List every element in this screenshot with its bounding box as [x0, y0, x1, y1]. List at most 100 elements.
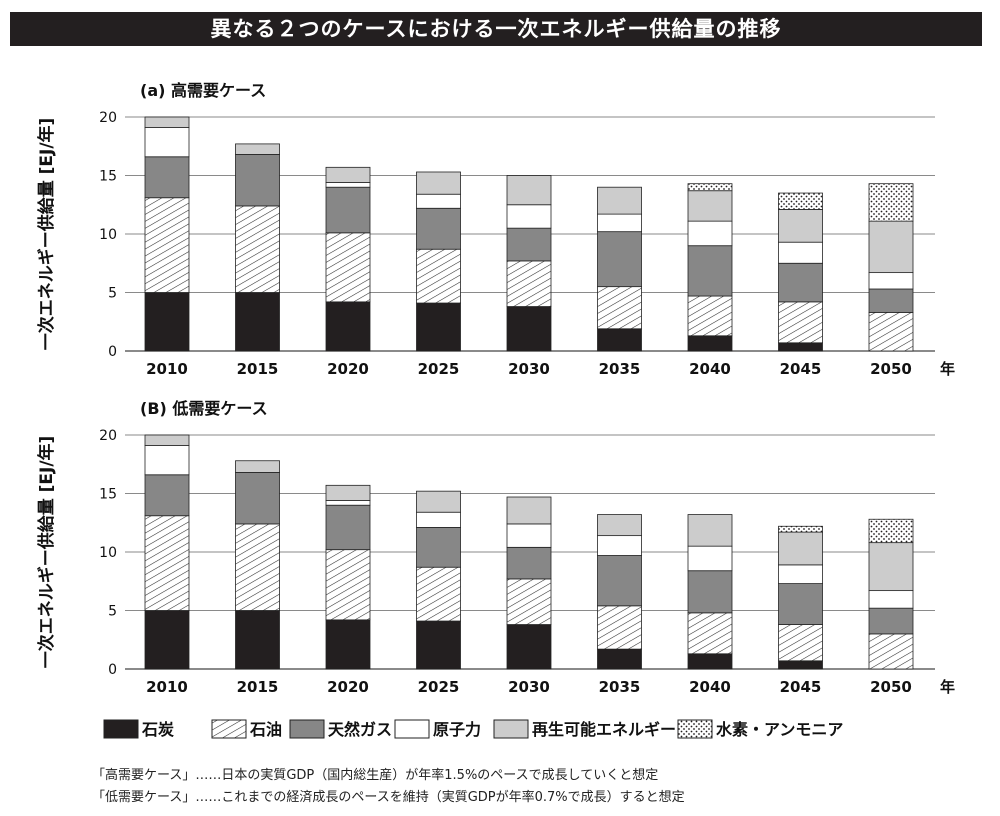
bar-stack-2035 — [597, 186, 642, 352]
bar-stack-2050 — [868, 183, 914, 352]
bar-segment-oil-2050 — [868, 311, 914, 352]
bar-segment-coal-2020 — [325, 301, 371, 352]
bar-segment-coal-2035 — [597, 648, 642, 670]
figure-title: 異なる２つのケースにおける一次エネルギー供給量の推移 — [10, 12, 982, 46]
y-tick-label: 5 — [108, 604, 117, 620]
bar-segment-renewable-2035 — [597, 186, 642, 215]
bar-stack-2035 — [597, 514, 642, 670]
y-tick-label: 0 — [108, 344, 117, 360]
bar-stack-2030 — [506, 496, 552, 670]
bar-segment-gas-2030 — [506, 227, 552, 262]
bar-stack-2025 — [416, 171, 461, 352]
bar-segment-gas-2045 — [778, 262, 823, 303]
legend-swatch-coal — [103, 719, 139, 739]
bar-stack-2050 — [868, 518, 914, 670]
bar-segment-oil-2030 — [506, 260, 552, 307]
bar-segment-nuclear-2035 — [597, 213, 642, 233]
y-tick-label: 15 — [99, 487, 117, 503]
bar-segment-gas-2010 — [144, 156, 190, 199]
bar-segment-gas-2015 — [235, 154, 280, 207]
x-tick-label: 2050 — [870, 678, 912, 696]
bar-segment-oil-2025 — [416, 566, 461, 622]
bar-segment-nuclear-2030 — [506, 204, 552, 229]
bar-segment-nuclear-2045 — [778, 564, 823, 584]
bar-segment-renewable-2045 — [778, 531, 823, 566]
x-tick-label: 2015 — [237, 678, 279, 696]
bar-segment-coal-2010 — [144, 610, 190, 670]
bar-segment-oil-2045 — [778, 624, 823, 662]
x-tick-label: 2010 — [146, 360, 188, 378]
bar-segment-renewable-2030 — [506, 496, 552, 525]
bar-segment-coal-2040 — [687, 335, 733, 352]
bar-segment-oil-2040 — [687, 612, 733, 655]
legend-label-gas: 天然ガス — [328, 720, 392, 739]
bar-stack-2040 — [687, 514, 733, 670]
bar-segment-coal-2015 — [235, 292, 280, 352]
bar-segment-gas-2010 — [144, 474, 190, 517]
bar-segment-gas-2035 — [597, 555, 642, 607]
bar-stack-2020 — [325, 484, 371, 670]
bar-segment-gas-2020 — [325, 186, 371, 234]
y-tick-label: 20 — [99, 428, 117, 444]
bar-segment-gas-2045 — [778, 583, 823, 625]
bar-segment-oil-2010 — [144, 515, 190, 611]
x-tick-label: 2015 — [237, 360, 279, 378]
bar-stack-2010 — [144, 434, 190, 670]
bar-stack-2030 — [506, 175, 552, 352]
bar-segment-coal-2035 — [597, 328, 642, 352]
bar-segment-hydrogen-2040 — [687, 183, 733, 192]
bar-stack-2040 — [687, 183, 733, 352]
y-tick-label: 20 — [99, 110, 117, 126]
panel-title: (B) 低需要ケース — [140, 399, 268, 418]
bar-stack-2020 — [325, 166, 371, 352]
bar-segment-gas-2025 — [416, 207, 461, 250]
bar-segment-hydrogen-2045 — [778, 525, 823, 533]
bar-segment-oil-2015 — [235, 523, 280, 611]
bar-stack-2010 — [144, 116, 190, 352]
x-tick-label: 2030 — [508, 678, 550, 696]
x-tick-label: 2025 — [418, 678, 460, 696]
bar-segment-coal-2030 — [506, 624, 552, 670]
bar-segment-gas-2030 — [506, 546, 552, 580]
x-axis-unit-label: 年 — [940, 678, 955, 696]
x-tick-label: 2035 — [599, 678, 641, 696]
bar-segment-renewable-2040 — [687, 514, 733, 547]
legend-label-nuclear: 原子力 — [433, 720, 481, 739]
x-tick-label: 2050 — [870, 360, 912, 378]
panel-title: (a) 高需要ケース — [140, 81, 266, 100]
bar-segment-gas-2040 — [687, 570, 733, 614]
bar-segment-coal-2040 — [687, 653, 733, 670]
bar-segment-renewable-2020 — [325, 166, 371, 183]
bar-segment-gas-2050 — [868, 288, 914, 313]
x-tick-label: 2040 — [689, 678, 731, 696]
bar-stack-2015 — [235, 460, 280, 670]
x-tick-label: 2035 — [599, 360, 641, 378]
y-axis-label: 一次エネルギー供給量 [EJ/年] — [36, 118, 57, 351]
bar-segment-coal-2045 — [778, 660, 823, 670]
bar-segment-gas-2020 — [325, 504, 371, 551]
y-axis-label: 一次エネルギー供給量 [EJ/年] — [36, 436, 57, 669]
bar-stack-2045 — [778, 525, 823, 670]
x-tick-label: 2045 — [780, 360, 822, 378]
bar-segment-coal-2025 — [416, 302, 461, 352]
legend: 石炭 石油 天然ガス 原子力 再生可能エネルギー 水素・アンモニア — [103, 719, 843, 739]
x-tick-label: 2030 — [508, 360, 550, 378]
bar-segment-oil-2035 — [597, 286, 642, 330]
bar-segment-nuclear-2025 — [416, 511, 461, 528]
x-tick-label: 2020 — [327, 678, 369, 696]
bar-segment-hydrogen-2050 — [868, 183, 914, 222]
x-tick-label: 2010 — [146, 678, 188, 696]
legend-label-renewable: 再生可能エネルギー — [532, 720, 676, 739]
bar-segment-oil-2040 — [687, 295, 733, 337]
bar-segment-renewable-2020 — [325, 484, 371, 501]
bar-segment-oil-2025 — [416, 248, 461, 304]
bar-segment-nuclear-2045 — [778, 241, 823, 264]
bar-segment-hydrogen-2050 — [868, 518, 914, 544]
x-axis-unit-label: 年 — [940, 360, 955, 378]
bar-segment-coal-2045 — [778, 342, 823, 352]
x-tick-label: 2045 — [780, 678, 822, 696]
x-tick-label: 2020 — [327, 360, 369, 378]
y-tick-label: 5 — [108, 286, 117, 302]
